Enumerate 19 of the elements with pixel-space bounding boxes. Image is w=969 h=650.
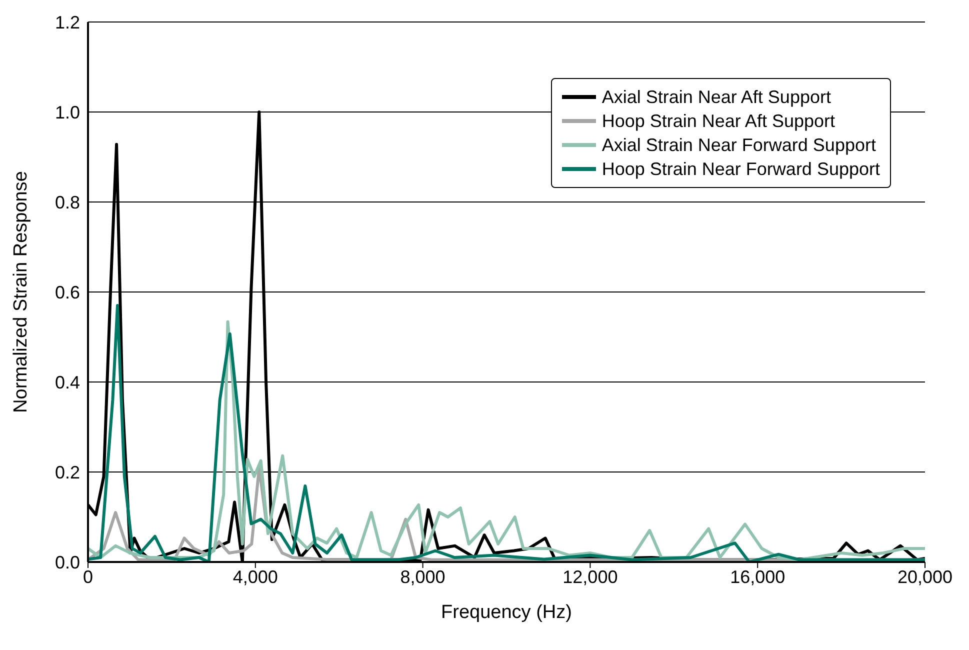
y-tick-label: 1.2: [54, 12, 80, 32]
legend-label: Hoop Strain Near Aft Support: [602, 110, 835, 133]
x-tick-label: 0: [82, 566, 94, 587]
y-tick-label: 0.6: [54, 282, 80, 302]
x-tick-label: 4,000: [232, 566, 278, 587]
x-tick-label: 8,000: [400, 566, 446, 587]
y-tick-label: 0.2: [54, 462, 80, 482]
legend-label: Axial Strain Near Aft Support: [602, 86, 831, 109]
legend-label: Hoop Strain Near Forward Support: [602, 158, 880, 181]
x-axis-title: Frequency (Hz): [441, 602, 572, 623]
y-tick-label: 0.4: [54, 372, 80, 392]
x-tick-label: 20,000: [897, 566, 953, 587]
x-tick-label: 12,000: [562, 566, 618, 587]
y-tick-label: 0.0: [54, 552, 80, 572]
y-tick-label: 0.8: [54, 192, 80, 212]
y-tick-label: 1.0: [54, 102, 80, 122]
y-axis-title: Normalized Strain Response: [10, 171, 32, 413]
x-tick-label: 16,000: [730, 566, 786, 587]
legend-label: Axial Strain Near Forward Support: [602, 134, 876, 157]
